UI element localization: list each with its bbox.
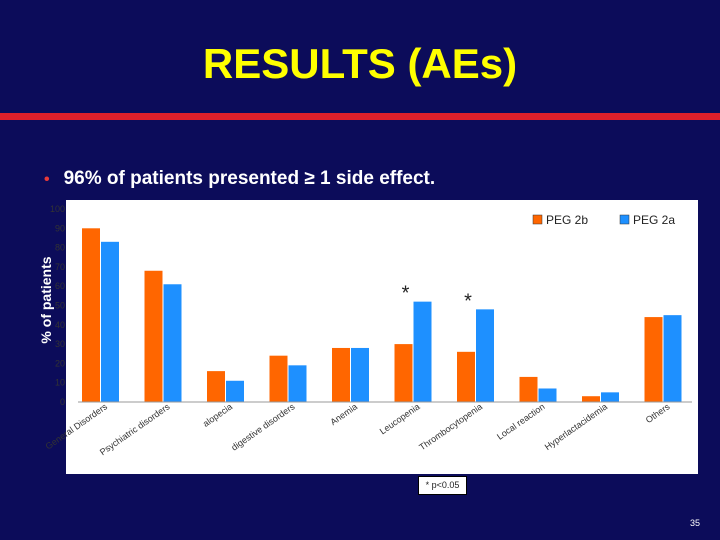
y-tick-label: 30	[55, 339, 65, 349]
bar-peg2b	[207, 371, 225, 402]
bar-peg2b	[519, 376, 538, 402]
y-tick-label: 90	[55, 223, 65, 233]
bar-peg2b	[332, 347, 350, 402]
bullet-icon: •	[44, 171, 50, 188]
bar-peg2a	[163, 284, 182, 402]
significance-marker: *	[402, 283, 410, 305]
footnote: * p<0.05	[418, 476, 467, 495]
bullet-text: 96% of patients presented ≥ 1 side effec…	[63, 168, 436, 189]
bar-peg2b	[644, 317, 663, 402]
slide-title: RESULTS (AEs)	[202, 40, 518, 87]
bar-group	[82, 228, 682, 402]
y-tick-label: 20	[55, 358, 65, 368]
bar-peg2b	[82, 228, 100, 402]
annotation-group: * *	[402, 283, 473, 313]
bullet-item: • 96% of patients presented ≥ 1 side effe…	[44, 168, 435, 190]
legend-swatch	[619, 214, 630, 225]
bar-peg2b	[394, 344, 413, 402]
y-tick-label: 100	[50, 204, 65, 214]
y-tick-label: 40	[55, 320, 65, 330]
y-tick-label: 0	[60, 397, 65, 407]
page-number: 35	[690, 518, 701, 528]
y-tick-label: 80	[55, 243, 65, 253]
legend-label: PEG 2a	[633, 213, 675, 227]
y-tick-label: 70	[55, 262, 65, 272]
y-axis-ticks: 0 10 20 30 40 50 60 70 80 90 100	[50, 204, 65, 407]
title-divider	[0, 113, 720, 120]
bar-peg2a	[601, 392, 619, 402]
bar-peg2a	[226, 380, 244, 402]
bar-peg2a	[351, 347, 369, 402]
bar-peg2b	[269, 355, 288, 402]
bar-peg2a	[538, 388, 557, 402]
y-tick-label: 60	[55, 281, 65, 291]
bar-peg2a	[413, 301, 432, 402]
bar-peg2a	[101, 241, 119, 402]
bar-peg2a	[288, 365, 307, 402]
legend-label: PEG 2b	[546, 213, 588, 227]
legend-swatch	[532, 214, 543, 225]
bar-peg2b	[457, 351, 475, 402]
y-axis-label: % of patients	[38, 256, 54, 344]
significance-marker: *	[464, 290, 472, 312]
y-tick-label: 10	[55, 378, 65, 388]
bar-peg2b	[582, 396, 600, 402]
bar-peg2a	[663, 315, 682, 402]
bar-peg2b	[144, 270, 163, 402]
legend: PEG 2b PEG 2a	[532, 213, 675, 227]
y-tick-label: 50	[55, 301, 65, 311]
bar-peg2a	[476, 309, 494, 402]
